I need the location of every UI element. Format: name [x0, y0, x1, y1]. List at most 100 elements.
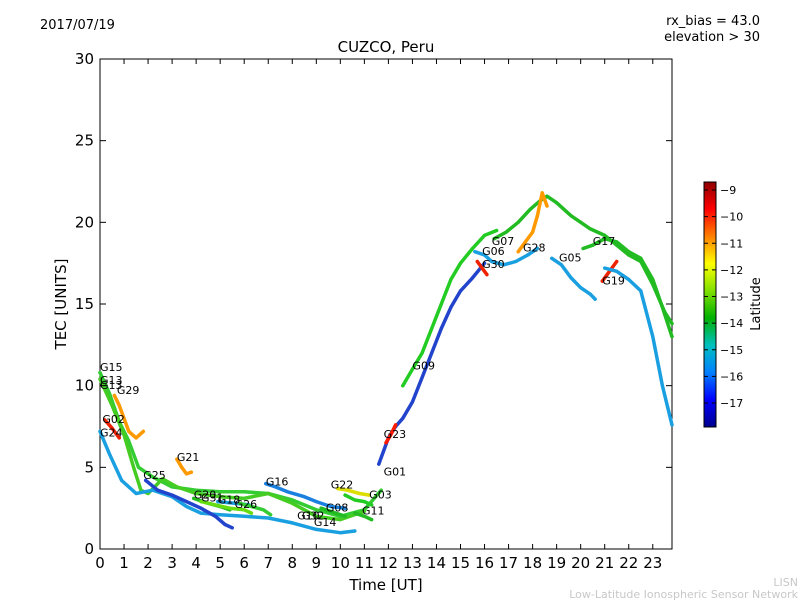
data-point	[233, 501, 237, 505]
data-point	[615, 259, 619, 264]
series-layer	[98, 191, 674, 535]
series-g25	[143, 478, 234, 530]
prn-label: G05	[559, 252, 582, 265]
data-point	[516, 220, 520, 224]
data-point	[230, 526, 234, 530]
x-tick-label: 12	[379, 554, 398, 572]
data-point	[420, 375, 424, 380]
data-point	[314, 508, 318, 512]
y-tick-label: 5	[84, 458, 94, 476]
data-point	[189, 470, 193, 474]
data-point	[192, 496, 196, 500]
credit-lisn: LISN	[773, 576, 798, 589]
data-point	[343, 506, 347, 510]
data-point	[160, 477, 165, 481]
prn-label: G29	[117, 384, 140, 397]
data-point	[290, 521, 294, 525]
data-point	[482, 253, 487, 257]
series-tail	[602, 266, 674, 427]
data-point	[264, 482, 268, 486]
x-tick-label: 1	[119, 554, 129, 572]
prn-label: G16	[266, 475, 289, 488]
data-point	[343, 514, 347, 518]
x-tick-label: 11	[355, 554, 374, 572]
data-point	[615, 269, 619, 273]
data-point	[249, 504, 253, 509]
colorbar-gradient	[703, 181, 717, 428]
data-point	[660, 384, 665, 388]
data-point	[362, 500, 366, 504]
data-point	[401, 384, 405, 388]
data-point	[213, 503, 217, 507]
data-point	[516, 250, 520, 254]
data-point	[394, 423, 398, 427]
y-tick-label: 15	[75, 295, 94, 313]
data-point	[639, 256, 643, 260]
data-point	[199, 506, 203, 510]
series-g29	[112, 393, 146, 440]
data-point	[228, 506, 232, 510]
data-point	[338, 531, 342, 535]
data-point	[338, 513, 342, 517]
prn-label: G10	[297, 510, 320, 523]
data-point	[184, 472, 189, 476]
data-point	[110, 403, 114, 407]
data-point	[261, 508, 265, 512]
data-point	[127, 429, 131, 433]
prn-label: G14	[314, 516, 337, 529]
data-point	[314, 514, 318, 518]
data-point	[237, 501, 241, 505]
prn-label: G19	[602, 274, 625, 287]
data-point	[98, 371, 102, 375]
x-axis-label: Time [UT]	[348, 576, 422, 594]
data-point	[627, 250, 631, 254]
data-point	[134, 436, 138, 440]
data-point	[353, 511, 357, 515]
data-point	[588, 227, 592, 231]
data-point	[242, 514, 246, 518]
data-point	[492, 237, 496, 241]
data-point	[242, 490, 246, 494]
data-point	[470, 246, 475, 251]
prn-label: G13	[100, 379, 123, 392]
data-point	[410, 400, 414, 404]
data-point	[184, 504, 189, 509]
data-point	[545, 204, 549, 208]
colorbar-label: Latitude	[749, 277, 764, 331]
prn-label: G21	[177, 451, 200, 464]
prn-label: G28	[523, 242, 546, 255]
data-point	[449, 277, 453, 282]
data-point	[358, 491, 362, 496]
data-point	[504, 230, 508, 234]
series-g28	[516, 191, 549, 254]
data-point	[98, 429, 102, 433]
date-label: 2017/07/19	[40, 18, 115, 33]
prn-label: G02	[102, 413, 125, 426]
data-point	[199, 511, 203, 515]
chart-title: CUZCO, Peru	[338, 38, 435, 56]
colorbar-tick-label: −10	[720, 211, 743, 224]
x-tick-label: 5	[215, 554, 225, 572]
data-point	[144, 478, 148, 482]
data-point	[290, 501, 294, 505]
data-point	[117, 436, 121, 440]
latitude-colorbar: −9 −10 −11 −12 −13 −14 −15 −16 −17 Latitude	[703, 181, 764, 428]
data-point	[502, 263, 506, 267]
data-point	[343, 493, 347, 497]
data-point	[370, 503, 374, 507]
prn-label: G31	[201, 492, 224, 505]
data-point	[579, 286, 583, 290]
series-g09	[401, 228, 499, 388]
prn-label: G22	[331, 479, 354, 492]
data-point	[569, 276, 573, 280]
data-point	[108, 452, 112, 456]
data-point	[362, 509, 366, 513]
data-point	[170, 493, 174, 497]
data-point	[670, 322, 674, 326]
data-point	[194, 488, 198, 492]
x-tick-label: 8	[287, 554, 297, 572]
data-point	[120, 478, 124, 482]
data-point	[420, 351, 424, 355]
data-point	[213, 514, 217, 518]
data-point	[136, 465, 141, 469]
